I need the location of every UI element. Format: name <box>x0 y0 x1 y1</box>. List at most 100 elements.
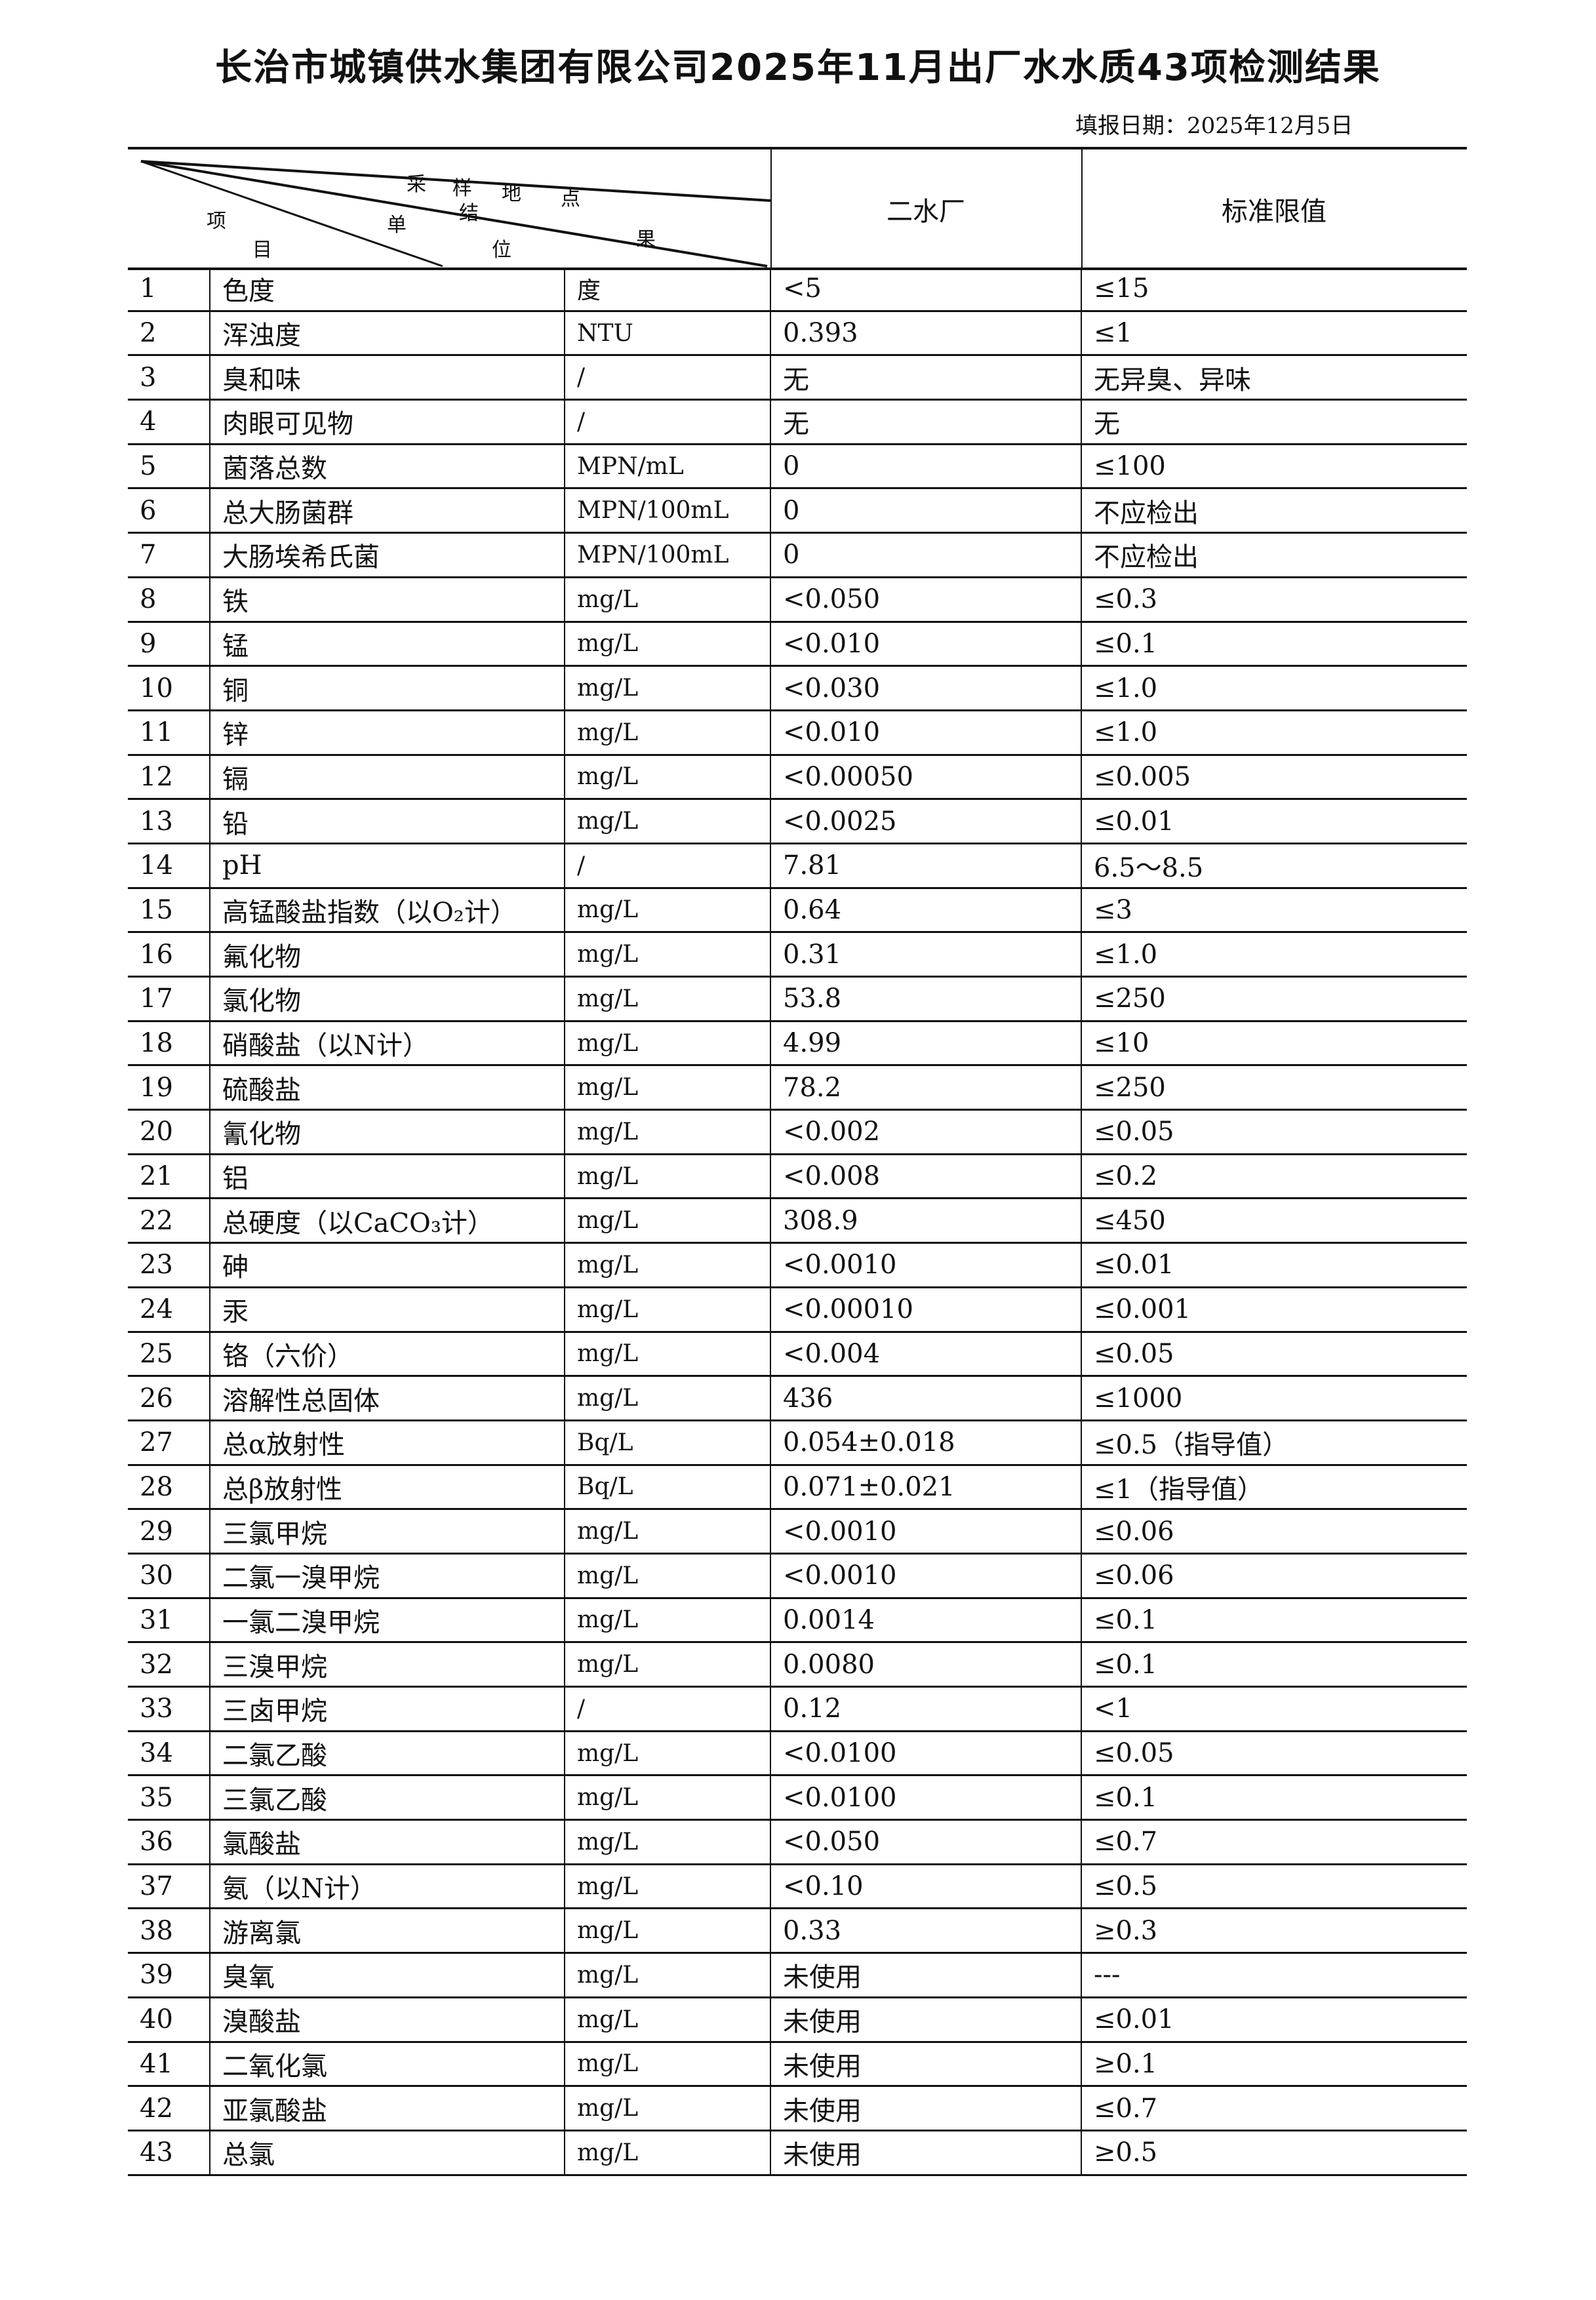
standard-limit: 无 <box>1081 399 1467 445</box>
unit: mg/L <box>564 1376 770 1421</box>
row-number: 25 <box>128 1332 210 1378</box>
diag-label: 项 <box>207 210 226 233</box>
diag-label: 地 <box>502 182 521 205</box>
standard-limit: ≤0.2 <box>1081 1154 1467 1200</box>
measured-value: 无 <box>770 399 1081 445</box>
unit: Bq/L <box>564 1420 770 1466</box>
standard-limit: 不应检出 <box>1081 488 1467 534</box>
standard-limit: <1 <box>1081 1686 1467 1732</box>
table-row: 5 菌落总数 MPN/mL 0 ≤100 <box>128 444 1467 490</box>
standard-limit: ≤250 <box>1081 1065 1467 1111</box>
standard-limit: ≤0.05 <box>1081 1332 1467 1378</box>
unit: mg/L <box>564 1154 770 1200</box>
unit: NTU <box>564 311 770 357</box>
item-name: 总大肠菌群 <box>209 488 565 534</box>
standard-limit: ≤0.7 <box>1081 1819 1467 1865</box>
item-name: 二氯一溴甲烷 <box>209 1553 565 1599</box>
unit: mg/L <box>564 1731 770 1777</box>
standard-limit: ≤450 <box>1081 1198 1467 1244</box>
table-row: 32 三溴甲烷 mg/L 0.0080 ≤0.1 <box>128 1642 1467 1688</box>
measured-value: 0.071±0.021 <box>770 1465 1081 1511</box>
measured-value: 0.0080 <box>770 1642 1081 1688</box>
item-name: 总α放射性 <box>209 1420 565 1466</box>
standard-limit: ≥0.3 <box>1081 1908 1467 1954</box>
measured-value: 0.12 <box>770 1686 1081 1732</box>
item-name: 铅 <box>209 799 565 844</box>
unit: / <box>564 355 770 401</box>
standard-limit: ≤0.05 <box>1081 1731 1467 1777</box>
item-name: 砷 <box>209 1242 565 1288</box>
item-name: 三氯甲烷 <box>209 1509 565 1555</box>
unit: mg/L <box>564 1819 770 1865</box>
diag-label: 目 <box>252 239 272 262</box>
unit: mg/L <box>564 710 770 756</box>
item-name: 三溴甲烷 <box>209 1642 565 1688</box>
row-number: 16 <box>128 932 210 978</box>
standard-limit: ≤0.1 <box>1081 1642 1467 1688</box>
item-name: 铬（六价） <box>209 1332 565 1378</box>
row-number: 3 <box>128 355 210 401</box>
row-number: 18 <box>128 1021 210 1067</box>
measured-value: <0.002 <box>770 1109 1081 1155</box>
standard-limit: 6.5～8.5 <box>1081 843 1467 889</box>
item-name: 高锰酸盐指数（以O₂计） <box>209 888 565 934</box>
row-number: 5 <box>128 444 210 490</box>
table-row: 26 溶解性总固体 mg/L 436 ≤1000 <box>128 1376 1467 1421</box>
unit: mg/L <box>564 1864 770 1910</box>
unit: mg/L <box>564 1198 770 1244</box>
standard-limit: ≤1000 <box>1081 1376 1467 1421</box>
standard-limit: ≤0.06 <box>1081 1553 1467 1599</box>
diag-label: 单 <box>387 214 407 237</box>
row-number: 43 <box>128 2130 210 2176</box>
measured-value: <0.0010 <box>770 1242 1081 1288</box>
row-number: 27 <box>128 1420 210 1466</box>
measured-value: <0.0025 <box>770 799 1081 844</box>
measured-value: <0.0100 <box>770 1731 1081 1777</box>
item-name: 游离氯 <box>209 1908 565 1954</box>
item-name: 色度 <box>209 268 565 312</box>
item-name: 氟化物 <box>209 932 565 978</box>
unit: mg/L <box>564 1509 770 1555</box>
item-name: 铜 <box>209 665 565 711</box>
measured-value: 0.33 <box>770 1908 1081 1954</box>
measured-value: 0.393 <box>770 311 1081 357</box>
row-number: 35 <box>128 1775 210 1821</box>
table-row: 27 总α放射性 Bq/L 0.054±0.018 ≤0.5（指导值） <box>128 1420 1467 1466</box>
table-row: 3 臭和味 / 无无异臭、异味 <box>128 355 1467 401</box>
row-number: 20 <box>128 1109 210 1155</box>
unit: mg/L <box>564 1065 770 1111</box>
diag-label: 点 <box>561 188 580 210</box>
item-name: 锌 <box>209 710 565 756</box>
table-row: 39 臭氧 mg/L 未使用 --- <box>128 1953 1467 1998</box>
item-name: pH <box>209 843 565 889</box>
table-row: 24 汞 mg/L <0.00010 ≤0.001 <box>128 1287 1467 1333</box>
row-number: 14 <box>128 843 210 889</box>
unit: mg/L <box>564 1109 770 1155</box>
item-name: 臭氧 <box>209 1953 565 1998</box>
water-quality-table: 1 色度度 <5 ≤15 2 浑浊度 NTU 0.393 ≤1 3 臭和味 / 无无异臭、异味 4 肉眼可见… <box>128 268 1467 2176</box>
row-number: 7 <box>128 532 210 578</box>
measured-value: <0.050 <box>770 577 1081 623</box>
item-name: 三氯乙酸 <box>209 1775 565 1821</box>
table-row: 4 肉眼可见物 / 无无 <box>128 399 1467 445</box>
measured-value: 78.2 <box>770 1065 1081 1111</box>
measured-value: 未使用 <box>770 2042 1081 2088</box>
standard-limit: ≤3 <box>1081 888 1467 934</box>
standard-limit: ≤0.1 <box>1081 1598 1467 1644</box>
table-header: 采 样 地 点 结 果 单 位 项 目 二水厂 标准限值 <box>128 147 1467 270</box>
table-row: 21 铝 mg/L <0.008 ≤0.2 <box>128 1154 1467 1200</box>
measured-value: <5 <box>770 268 1081 312</box>
row-number: 24 <box>128 1287 210 1333</box>
row-number: 1 <box>128 268 210 312</box>
measured-value: 未使用 <box>770 2086 1081 2131</box>
item-name: 汞 <box>209 1287 565 1333</box>
measured-value: <0.008 <box>770 1154 1081 1200</box>
item-name: 氯酸盐 <box>209 1819 565 1865</box>
row-number: 41 <box>128 2042 210 2088</box>
measured-value: 0 <box>770 532 1081 578</box>
measured-value: 0 <box>770 444 1081 490</box>
unit: Bq/L <box>564 1465 770 1511</box>
item-name: 一氯二溴甲烷 <box>209 1598 565 1644</box>
row-number: 11 <box>128 710 210 756</box>
item-name: 氨（以N计） <box>209 1864 565 1910</box>
